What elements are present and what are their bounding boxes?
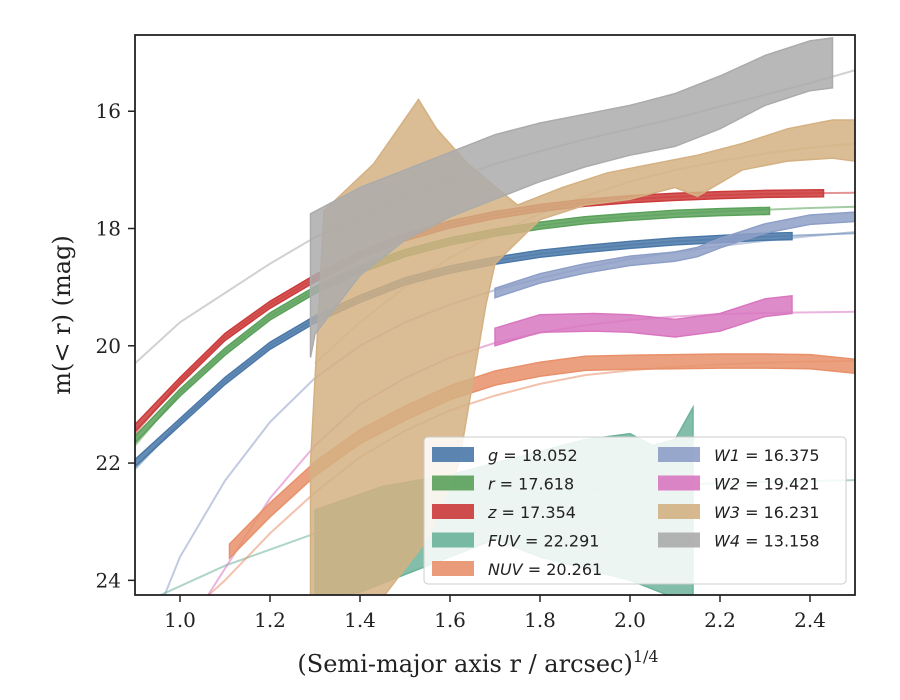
x-tick-label: 1.4	[344, 608, 376, 632]
x-axis-label-superscript: 1/4	[633, 647, 659, 666]
y-axis: 16 18 20 22 24	[96, 99, 135, 592]
legend-swatch-w1	[658, 447, 700, 462]
y-axis-label: m(< r) (mag)	[48, 235, 76, 394]
y-tick-label: 22	[96, 451, 121, 475]
legend-label-nuv: NUV = 20.261	[488, 560, 602, 579]
x-axis-label: (Semi-major axis r / arcsec)1/4	[297, 647, 658, 678]
legend-swatch-g	[432, 447, 474, 462]
band-w2	[494, 295, 793, 347]
y-tick-label: 18	[96, 217, 121, 241]
x-tick-label: 2.0	[614, 608, 646, 632]
x-tick-label: 1.2	[254, 608, 286, 632]
y-tick-label: 20	[96, 334, 121, 358]
x-axis-label-main: (Semi-major axis r / arcsec)	[297, 650, 632, 678]
x-tick-label: 1.6	[434, 608, 466, 632]
y-tick-label: 16	[96, 99, 121, 123]
legend-swatch-z	[432, 504, 474, 519]
legend-label-g: g = 18.052	[488, 446, 578, 465]
legend-frame	[423, 436, 847, 585]
x-axis: 1.0 1.2 1.4 1.6 1.8 2.0 2.2 2.4	[164, 595, 826, 632]
plot-area	[135, 37, 855, 595]
legend-label-w1: W1 = 16.375	[714, 446, 820, 465]
legend-swatch-w2	[658, 475, 700, 491]
model-line-g	[135, 232, 855, 470]
legend-label-w3: W3 = 16.231	[714, 503, 820, 522]
x-tick-label: 1.0	[164, 608, 196, 632]
x-tick-label: 2.4	[794, 608, 826, 632]
legend-label-z: z = 17.354	[487, 503, 576, 522]
x-tick-label: 2.2	[704, 608, 736, 632]
x-tick-label: 1.8	[524, 608, 556, 632]
legend-swatch-fuv	[432, 532, 474, 548]
band-w4	[309, 37, 834, 358]
y-tick-label: 24	[96, 568, 121, 592]
legend-swatch-nuv	[432, 561, 474, 576]
legend-label-w2: W2 = 19.421	[714, 475, 820, 494]
legend: g = 18.052 r = 17.618 z = 17.354 FUV = 22.2…	[423, 436, 847, 585]
band-w1	[494, 211, 855, 299]
legend-label-fuv: FUV = 22.291	[488, 532, 599, 551]
legend-label-r: r = 17.618	[488, 475, 574, 494]
legend-label-w4: W4 = 13.158	[714, 532, 820, 551]
plot-frame	[134, 34, 856, 596]
legend-swatch-r	[432, 475, 474, 491]
legend-swatch-w3	[658, 504, 700, 519]
legend-swatch-w4	[658, 532, 700, 548]
